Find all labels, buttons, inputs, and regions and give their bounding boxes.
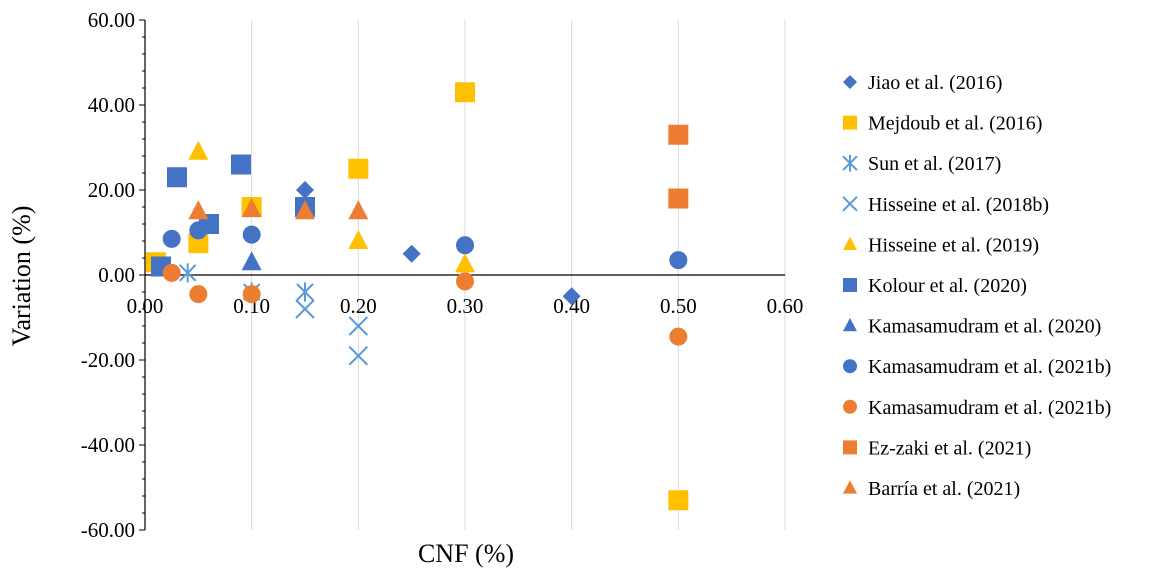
x-tick-label: 0.60 — [767, 294, 804, 318]
y-tick-labels: 60.00 40.00 20.00 0.00 -20.00 -40.00 -60.00 — [81, 8, 135, 542]
legend: Jiao et al. (2016) Mejdoub et al. (2016) S… — [842, 72, 1111, 500]
data-point-series-10-1 — [241, 198, 262, 218]
legend-item-1: Mejdoub et al. (2016) — [843, 113, 1042, 135]
x-tick-label: 0.50 — [660, 294, 697, 318]
legend-item-10: Barría et al. (2021) — [843, 478, 1020, 500]
data-points — [145, 82, 689, 511]
data-point-series-5-3 — [231, 154, 251, 175]
legend-item-6: Kamasamudram et al. (2020) — [843, 316, 1101, 338]
legend-marker — [843, 317, 857, 332]
legend-marker — [843, 278, 857, 292]
legend-marker — [842, 196, 858, 212]
legend-item-0: Jiao et al. (2016) — [843, 72, 1002, 94]
y-tick-label: 40.00 — [88, 93, 135, 117]
legend-label: Kolour et al. (2020) — [868, 275, 1027, 297]
x-axis-label: CNF (%) — [418, 539, 514, 568]
data-point-series-1-3 — [348, 158, 369, 179]
x-tick-labels: 0.00 0.10 0.20 0.30 0.40 0.50 0.60 — [127, 294, 804, 318]
data-point-series-3-0 — [295, 299, 315, 319]
data-point-series-3-2 — [348, 346, 369, 366]
data-point-series-10-0 — [188, 200, 209, 220]
data-point-series-0-0 — [296, 181, 314, 199]
legend-label: Sun et al. (2017) — [868, 153, 1001, 175]
data-point-series-5-1 — [167, 167, 187, 188]
data-point-series-9-1 — [668, 188, 689, 209]
legend-item-5: Kolour et al. (2020) — [843, 275, 1027, 297]
data-point-series-8-1 — [189, 285, 208, 304]
legend-marker — [843, 359, 857, 374]
y-axis-label: Variation (%) — [7, 206, 36, 347]
data-point-series-9-0 — [668, 124, 689, 145]
data-point-series-10-3 — [348, 200, 369, 220]
legend-marker — [843, 399, 857, 414]
data-point-series-0-2 — [562, 287, 581, 306]
data-point-series-4-2 — [455, 253, 475, 273]
x-tick-label: 0.20 — [340, 294, 377, 318]
legend-label: Hisseine et al. (2018b) — [868, 194, 1049, 216]
legend-item-2: Sun et al. (2017) — [842, 153, 1001, 175]
data-point-series-8-0 — [162, 263, 181, 282]
y-tick-label: -60.00 — [81, 518, 135, 542]
legend-label: Kamasamudram et al. (2021b) — [868, 397, 1111, 419]
x-tick-label: 0.00 — [127, 294, 164, 318]
data-point-series-7-1 — [189, 221, 208, 240]
y-tick-label: 0.00 — [98, 263, 135, 287]
legend-marker — [842, 154, 858, 172]
data-point-series-7-0 — [162, 229, 181, 248]
data-point-series-0-1 — [402, 244, 421, 263]
data-point-series-8-2 — [242, 285, 261, 304]
data-point-series-2-2 — [296, 282, 314, 302]
legend-item-8: Kamasamudram et al. (2021b) — [843, 397, 1111, 419]
data-point-series-1-1 — [188, 233, 209, 254]
legend-label: Jiao et al. (2016) — [868, 72, 1002, 94]
legend-label: Hisseine et al. (2019) — [868, 234, 1039, 256]
data-point-series-7-4 — [669, 251, 688, 270]
y-tick-label: -40.00 — [81, 433, 135, 457]
legend-item-9: Ez-zaki et al. (2021) — [843, 437, 1031, 459]
y-tick-label: -20.00 — [81, 348, 135, 372]
data-point-series-4-0 — [188, 140, 209, 160]
y-tick-label: 60.00 — [88, 8, 135, 32]
data-point-series-3-1 — [348, 316, 369, 336]
legend-label: Barría et al. (2021) — [868, 478, 1020, 500]
data-point-series-1-5 — [668, 490, 689, 511]
legend-label: Kamasamudram et al. (2021b) — [868, 356, 1111, 378]
legend-item-7: Kamasamudram et al. (2021b) — [843, 356, 1111, 378]
data-point-series-6-0 — [241, 251, 262, 271]
legend-marker — [843, 480, 857, 494]
legend-marker — [843, 236, 857, 250]
data-point-series-7-2 — [242, 225, 261, 244]
data-point-series-8-3 — [456, 272, 474, 291]
x-tick-label: 0.30 — [447, 294, 484, 318]
legend-item-4: Hisseine et al. (2019) — [843, 234, 1039, 256]
y-tick-label: 20.00 — [88, 178, 135, 202]
data-point-series-2-0 — [178, 263, 197, 283]
legend-marker — [843, 115, 857, 130]
legend-marker — [843, 75, 857, 89]
legend-item-3: Hisseine et al. (2018b) — [842, 194, 1049, 216]
legend-label: Kamasamudram et al. (2020) — [868, 316, 1101, 338]
data-point-series-7-3 — [456, 236, 474, 255]
data-point-series-4-1 — [348, 230, 369, 249]
legend-marker — [843, 440, 857, 455]
data-point-series-10-2 — [295, 200, 315, 220]
data-point-series-1-4 — [455, 82, 475, 103]
data-point-series-8-4 — [669, 327, 688, 346]
legend-label: Mejdoub et al. (2016) — [868, 113, 1042, 135]
legend-label: Ez-zaki et al. (2021) — [868, 437, 1031, 459]
